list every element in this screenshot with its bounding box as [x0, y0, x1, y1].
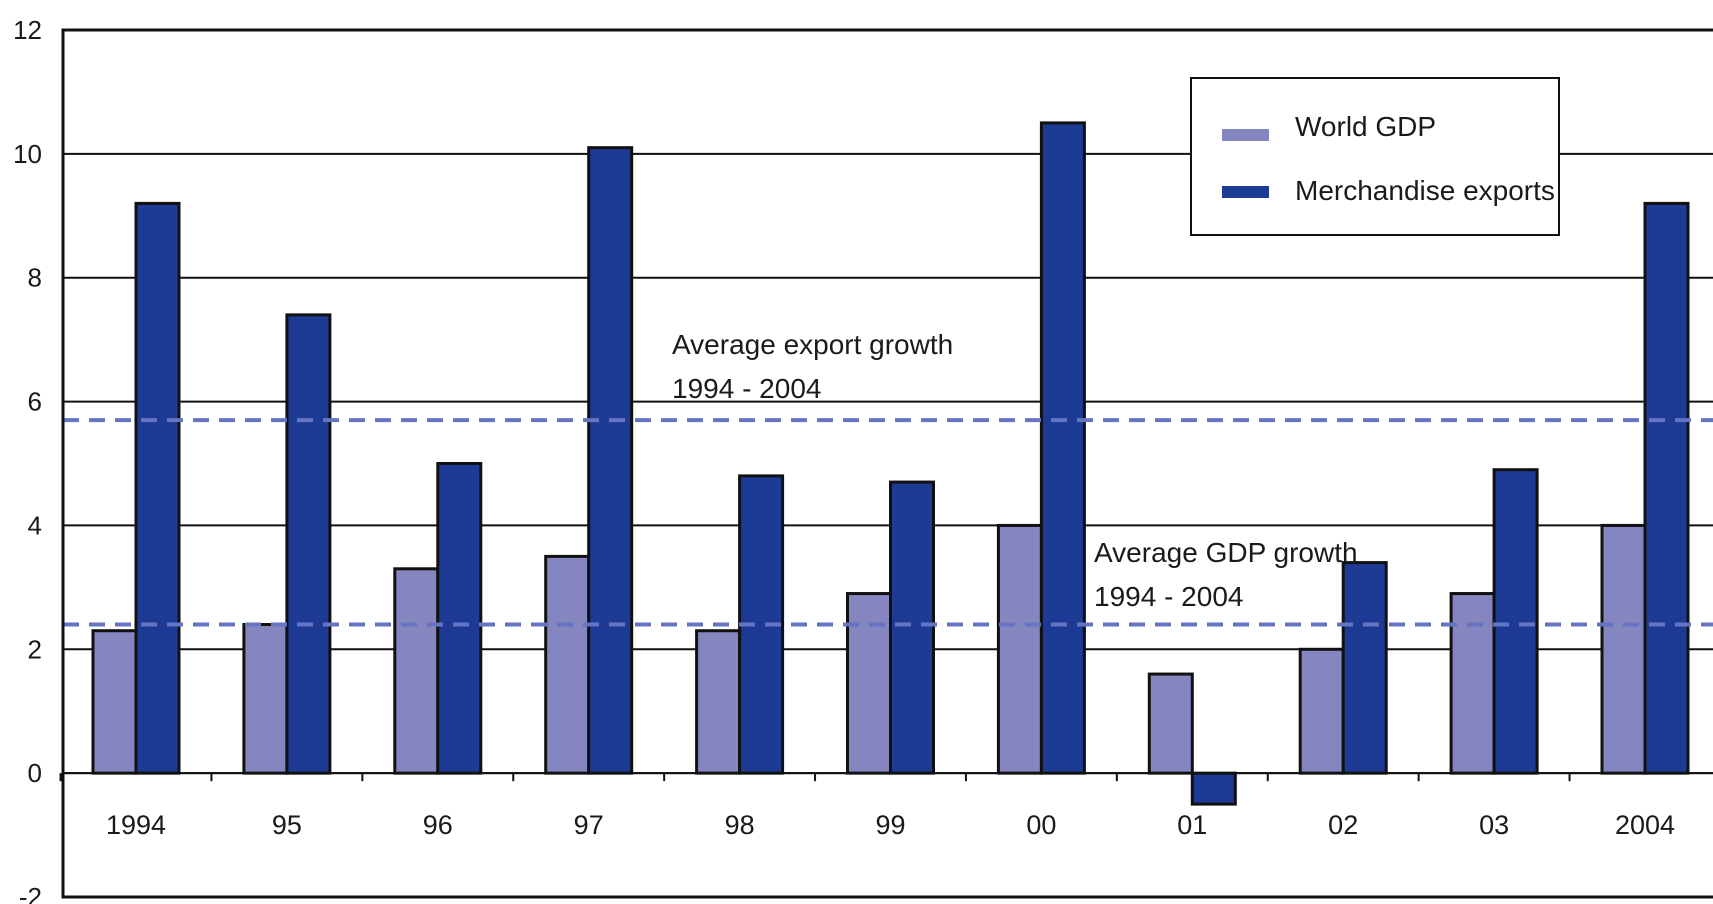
bar-world-gdp-99	[846, 592, 892, 775]
bar-merchandise-exports-00	[1039, 121, 1086, 775]
y-tick-label: 12	[13, 15, 42, 45]
avg-export-label-line1: Average export growth	[672, 329, 953, 360]
bar-merchandise-exports-95	[285, 313, 332, 775]
bar-world-gdp-1994	[91, 629, 138, 775]
plot-frame	[61, 28, 1713, 899]
legend-label-merchandise-exports: Merchandise exports	[1295, 175, 1555, 206]
x-tick-label: 03	[1479, 810, 1509, 840]
avg-export-label-line2: 1994 - 2004	[672, 373, 821, 404]
bar-merchandise-exports-02	[1341, 561, 1388, 775]
bar-world-gdp-2004	[1600, 523, 1647, 775]
y-tick-label: 8	[28, 263, 42, 293]
bar-merchandise-exports-97	[587, 146, 634, 775]
bar-world-gdp-01	[1147, 672, 1194, 775]
y-tick-label: -2	[19, 882, 42, 904]
avg-gdp-annotation: Average GDP growth 1994 - 2004	[1094, 537, 1358, 612]
legend-label-world-gdp: World GDP	[1295, 111, 1436, 142]
bar-merchandise-exports-99	[889, 480, 935, 775]
x-tick-label: 98	[725, 810, 755, 840]
bar-world-gdp-03	[1449, 592, 1496, 775]
bar-world-gdp-00	[996, 523, 1043, 775]
x-tick-label: 1994	[106, 810, 166, 840]
bar-merchandise-exports-2004	[1643, 201, 1690, 775]
y-tick-label: 2	[28, 634, 42, 664]
x-tick-label: 95	[272, 810, 302, 840]
bar-world-gdp-98	[695, 629, 742, 775]
bar-merchandise-exports-96	[436, 462, 483, 775]
x-tick-label: 96	[423, 810, 453, 840]
legend-swatch-merchandise-exports	[1222, 186, 1269, 198]
y-axis-ticks: -2 0 2 4 6 8 10 12	[13, 15, 42, 904]
bar-merchandise-exports-01	[1190, 771, 1237, 806]
y-tick-label: 10	[13, 139, 42, 169]
x-tick-label: 2004	[1615, 810, 1675, 840]
legend-swatch-world-gdp	[1222, 129, 1269, 141]
x-tick-label: 01	[1177, 810, 1207, 840]
y-tick-label: 6	[28, 387, 42, 417]
y-tick-label: 4	[28, 510, 42, 540]
reference-lines	[63, 418, 1713, 627]
bar-merchandise-exports-1994	[134, 201, 181, 775]
x-tick-label: 99	[875, 810, 905, 840]
avg-gdp-label-line1: Average GDP growth	[1094, 537, 1358, 568]
avg-gdp-label-line2: 1994 - 2004	[1094, 581, 1243, 612]
avg-export-annotation: Average export growth 1994 - 2004	[672, 329, 953, 404]
bar-world-gdp-95	[242, 623, 289, 775]
x-tick-label: 02	[1328, 810, 1358, 840]
x-axis: 1994 95 96 97 98 99 00 01 02 03 2004	[59, 772, 1713, 840]
x-tick-label: 97	[574, 810, 604, 840]
legend-box	[1190, 77, 1560, 236]
bar-world-gdp-02	[1298, 647, 1345, 775]
y-tick-label: 0	[28, 758, 42, 788]
bar-merchandise-exports-03	[1492, 468, 1539, 775]
bars	[91, 121, 1690, 806]
bar-world-gdp-97	[544, 554, 591, 775]
x-tick-label: 00	[1026, 810, 1056, 840]
legend: World GDP Merchandise exports	[1190, 77, 1560, 236]
bar-world-gdp-96	[393, 567, 440, 775]
